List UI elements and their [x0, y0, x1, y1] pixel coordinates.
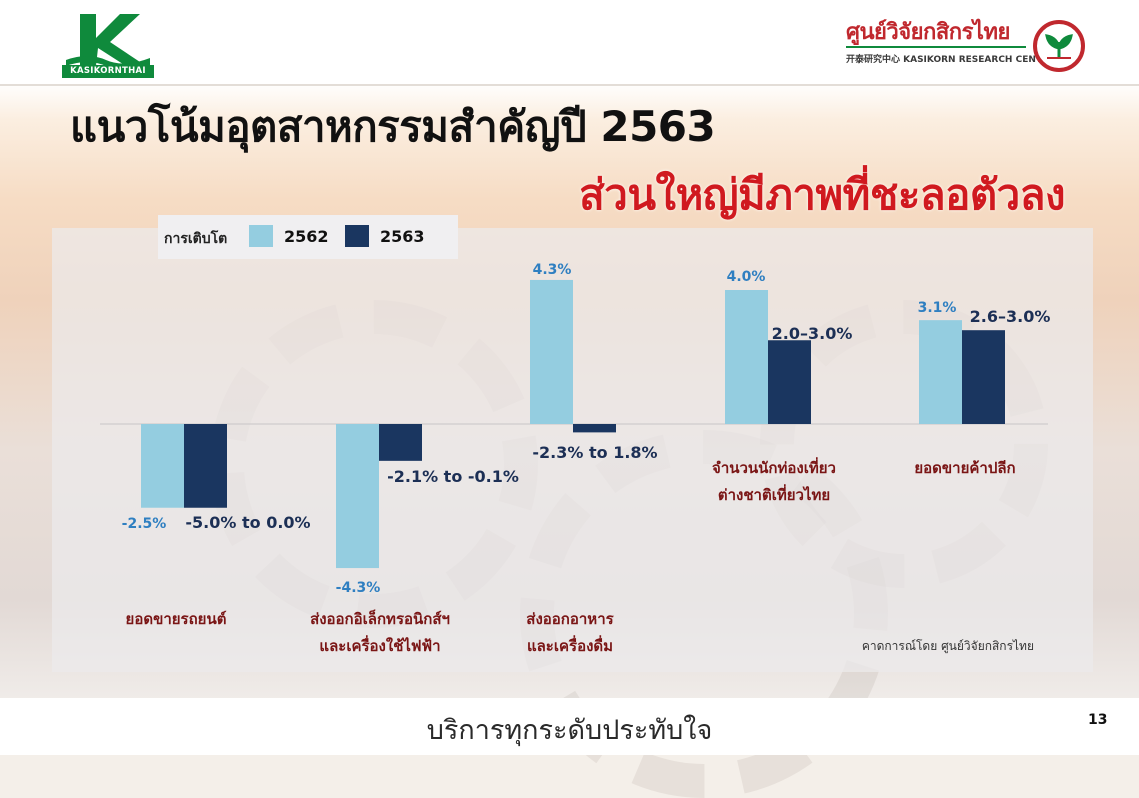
bar-chart: -2.5% -4.3% 4.3% 4.0% 3.1% -5.0% to 0.0% -2.1%… [100, 262, 1051, 655]
data-label-2563-1: -5.0% to 0.0% [185, 513, 310, 532]
bar-2563-2 [379, 424, 422, 461]
bar-2563-4 [768, 340, 811, 424]
kasikornthai-logo-text: KASIKORNTHAI [62, 65, 154, 78]
legend-label-2562: 2562 [284, 227, 329, 246]
bar-2563-3 [573, 424, 616, 433]
bar-2562-5 [919, 320, 962, 424]
data-label-2562-3: 4.3% [533, 262, 572, 278]
category-label-3-line1: ส่งออกอาหาร [526, 610, 614, 628]
footer-band [0, 698, 1139, 755]
data-label-2562-4: 4.0% [727, 269, 766, 285]
legend-swatch-2563 [345, 225, 369, 247]
bar-2562-3 [530, 279, 573, 424]
page-title-line2: ส่วนใหญ่มีภาพที่ชะลอตัวลง [579, 170, 1065, 219]
bar-2563-5 [962, 330, 1005, 424]
category-label-4-line2: ต่างชาติเที่ยวไทย [718, 484, 830, 504]
data-label-2563-4: 2.0–3.0% [772, 324, 853, 343]
footer-slogan: บริการทุกระดับประทับใจ [426, 715, 713, 746]
category-label-4-line1: จำนวนนักท่องเที่ยว [712, 457, 836, 477]
data-label-2563-3: -2.3% to 1.8% [532, 443, 657, 462]
category-label-2-line1: ส่งออกอิเล็กทรอนิกส์ฯ [310, 609, 450, 628]
header-bar [0, 0, 1139, 86]
source-note: คาดการณ์โดย ศูนย์วิจัยกสิกรไทย [862, 639, 1034, 654]
category-label-1-line1: ยอดขายรถยนต์ [126, 610, 227, 628]
legend-label-2563: 2563 [380, 227, 425, 246]
page-number: 13 [1088, 712, 1108, 728]
category-label-2-line2: และเครื่องใช้ไฟฟ้า [319, 635, 440, 655]
category-label-3-line2: และเครื่องดื่ม [527, 635, 613, 655]
data-label-2562-2: -4.3% [336, 580, 381, 596]
category-label-5-line1: ยอดขายค้าปลีก [914, 459, 1015, 477]
data-label-2562-1: -2.5% [122, 516, 167, 532]
krc-logo-underline [846, 46, 1026, 48]
legend-title: การเติบโต [164, 231, 228, 247]
krc-logo-english: 开泰研究中心 KASIKORN RESEARCH CENTER [846, 55, 1056, 65]
krc-logo-thai: ศูนย์วิจัยกสิกรไทย [846, 20, 1010, 45]
bar-2563-1 [184, 424, 227, 508]
krc-seal-icon [1033, 20, 1085, 72]
data-label-2563-5: 2.6–3.0% [970, 307, 1051, 326]
page-title-line1: แนวโน้มอุตสาหกรรมสำคัญปี 2563 [70, 102, 716, 151]
data-label-2562-5: 3.1% [918, 300, 957, 316]
legend-swatch-2562 [249, 225, 273, 247]
bar-2562-2 [336, 424, 379, 569]
bar-2562-4 [725, 290, 768, 424]
data-label-2563-2: -2.1% to -0.1% [387, 467, 519, 486]
bar-2562-1 [141, 424, 184, 508]
legend [158, 215, 458, 259]
